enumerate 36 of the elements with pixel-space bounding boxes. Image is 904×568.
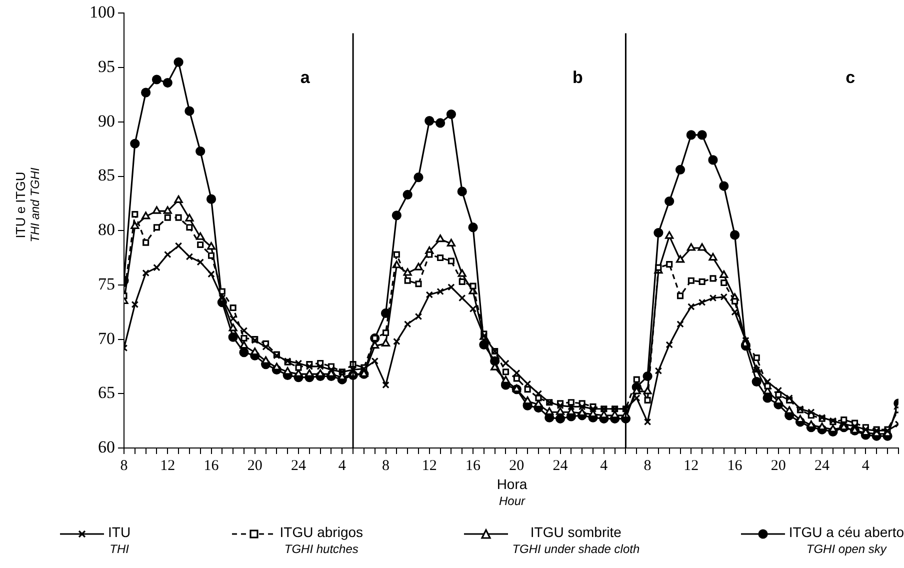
x-tick-label: 16 (204, 458, 220, 474)
x-tick-label: 4 (862, 458, 870, 474)
x-tick-label: 20 (509, 458, 524, 474)
y-tick-label: 60 (98, 437, 115, 456)
x-tick-label: 20 (770, 458, 786, 474)
x-tick-label: 24 (814, 458, 830, 474)
legend-label: ITGU abrigos TGHI hutches (280, 524, 364, 558)
x-tick-label: 16 (466, 458, 482, 474)
y-tick-label: 80 (98, 220, 115, 240)
legend-label: ITU THI (108, 524, 131, 558)
y-tick-label: 100 (90, 2, 115, 22)
annotation: a (300, 68, 310, 88)
y-tick-label: 90 (98, 111, 115, 130)
y-tick-label: 85 (98, 166, 115, 185)
x-tick-label: 12 (160, 458, 176, 474)
y-tick-label: 65 (98, 383, 115, 402)
y-tick-label: 95 (98, 57, 115, 76)
x-tick-label: 8 (382, 458, 390, 474)
x-tick-label: 24 (291, 458, 307, 474)
y-tick-label: 75 (98, 274, 115, 294)
x-tick-label: 12 (684, 458, 699, 474)
legend-label: ITGU a céu aberto TGHI open sky (788, 524, 904, 558)
x-tick-label: 4 (600, 458, 608, 474)
annotation: c (846, 68, 856, 88)
annotation: b (572, 68, 583, 88)
legend-label: ITGU sombrite TGHI under shade cloth (512, 524, 640, 558)
x-tick-label: 20 (247, 458, 262, 474)
x-axis-title: Hora Hour (496, 476, 528, 510)
x-tick-label: 4 (338, 458, 346, 474)
x-tick-label: 8 (120, 458, 128, 474)
x-tick-label: 16 (727, 458, 743, 474)
x-tick-label: 8 (644, 458, 652, 474)
y-axis-title: ITU e ITGU THI and TGHI (13, 166, 43, 244)
x-tick-label: 12 (422, 458, 437, 474)
y-tick-label: 70 (98, 328, 115, 348)
x-tick-label: 24 (552, 458, 568, 474)
